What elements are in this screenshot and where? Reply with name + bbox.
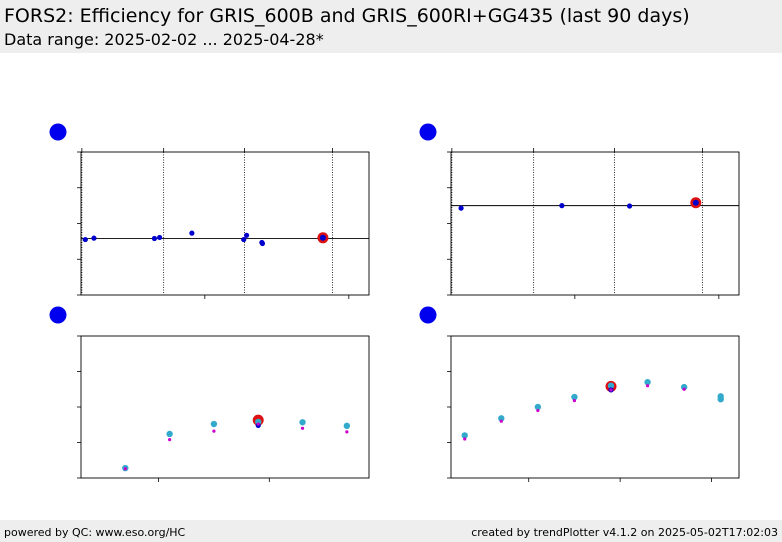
series-point-magenta [572,399,577,403]
series-point-cyan [607,382,615,389]
series-point-cyan [717,395,724,403]
series-point-cyan [498,415,505,422]
data-point [458,205,464,211]
series-point-magenta [212,429,216,433]
chart-panel-2 [419,123,740,299]
plot-frame [80,151,370,296]
series-point-magenta [499,419,503,423]
data-point [559,203,565,209]
series-point-magenta [345,430,349,434]
series-point-magenta [256,422,260,426]
data-point [189,230,195,236]
series-point-cyan [461,432,468,439]
series-point-cyan [644,378,651,386]
panel-badge [419,306,437,324]
plot-frame [80,335,370,479]
panel-badge [49,306,67,324]
data-point [259,240,266,247]
data-point [626,203,633,209]
page-header: FORS2: Efficiency for GRIS_600B and GRIS… [0,0,782,53]
series-point-magenta [536,408,540,413]
series-point-cyan [210,420,218,428]
series-point-magenta [682,387,686,391]
series-point-cyan [343,422,351,430]
footer-credit: powered by QC: www.eso.org/HC [4,526,186,539]
chart-panel-4 [419,306,740,482]
highlight-point-center [692,199,699,206]
series-point-magenta [609,388,613,392]
data-point [91,235,97,241]
page-subtitle: Data range: 2025-02-02 ... 2025-04-28* [4,30,324,49]
plot-frame [450,151,740,296]
chart-panel-3 [49,306,370,482]
series-point-magenta [645,384,650,388]
series-point-cyan [571,393,578,401]
data-point [241,236,247,243]
chart-panel-1 [49,123,370,299]
plots-canvas [49,123,740,482]
data-point [157,234,163,241]
page-title: FORS2: Efficiency for GRIS_600B and GRIS… [4,5,690,27]
series-point-cyan [166,430,173,438]
series-point-magenta [300,426,305,430]
page-footer: powered by QC: www.eso.org/HC created by… [0,520,782,542]
panel-badge [419,123,437,141]
footer-generator: created by trendPlotter v4.1.2 on 2025-0… [471,526,778,539]
series-point-cyan [299,419,306,426]
data-point [82,236,88,243]
highlight-point-center [319,234,326,241]
data-point [244,232,250,238]
series-point-cyan [534,403,542,411]
panel-badge [49,123,67,141]
series-point-cyan [680,383,688,391]
data-point [151,235,158,242]
series-point-magenta [168,438,172,442]
series-point-magenta [123,467,127,471]
series-point-magenta [463,437,467,441]
plot-frame [450,335,740,479]
